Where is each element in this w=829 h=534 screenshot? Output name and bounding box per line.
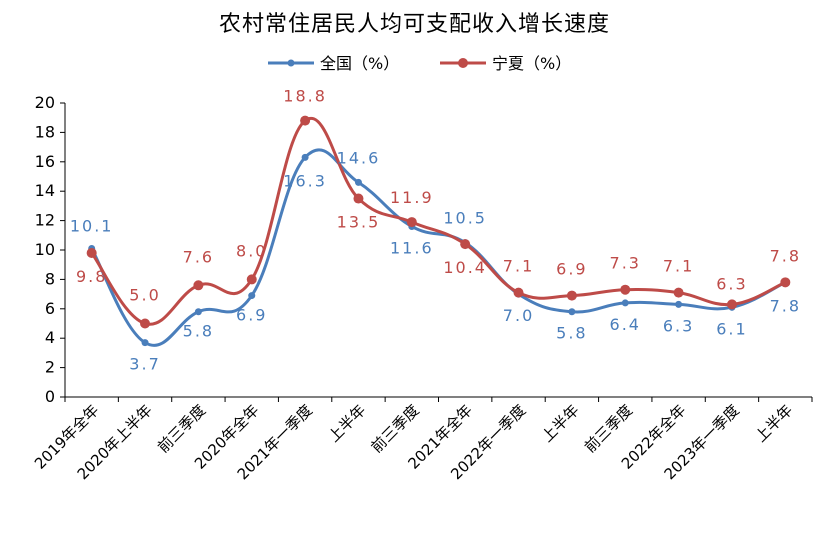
data-label: 7.3 (610, 254, 641, 273)
data-label: 6.3 (663, 316, 694, 335)
data-label: 7.1 (663, 257, 694, 276)
data-label: 6.4 (610, 315, 641, 334)
x-tick-label: 前三季度 (154, 401, 209, 456)
data-point (140, 318, 151, 329)
data-label: 11.6 (390, 238, 434, 257)
data-label: 5.8 (556, 324, 587, 343)
legend-label: 宁夏（%） (492, 54, 571, 73)
data-point (780, 277, 791, 288)
legend-marker (287, 59, 295, 67)
data-label: 7.8 (770, 246, 801, 265)
y-tick-label: 16 (35, 152, 55, 171)
data-point (568, 308, 576, 316)
data-label: 6.9 (236, 306, 267, 325)
data-label: 5.8 (183, 322, 214, 341)
data-point (246, 274, 257, 285)
data-label: 7.6 (183, 247, 214, 266)
data-label: 6.1 (716, 319, 747, 338)
data-point (460, 239, 471, 250)
data-point (194, 308, 202, 316)
data-label: 3.7 (129, 355, 160, 374)
data-label: 10.5 (443, 209, 487, 228)
data-label: 16.3 (283, 171, 327, 190)
data-point (566, 290, 577, 301)
legend-label: 全国（%） (320, 54, 399, 73)
data-point (726, 299, 737, 310)
y-tick-label: 6 (45, 299, 55, 318)
data-labels: 10.1 3.7 5.8 6.9 16.3 14.6 11.6 10.5 7.0 5.8 6.4 6.… (70, 87, 801, 374)
data-label: 6.3 (716, 274, 747, 293)
x-tick-label: 前三季度 (367, 401, 422, 456)
data-label: 18.8 (283, 87, 327, 106)
data-label: 7.1 (503, 257, 534, 276)
y-tick-label: 2 (45, 358, 55, 377)
data-label: 7.8 (770, 296, 801, 315)
data-point (353, 193, 364, 204)
y-tick-label: 12 (35, 211, 55, 230)
data-point (86, 247, 97, 258)
y-tick-label: 4 (45, 328, 55, 347)
data-point (621, 299, 629, 307)
y-tick-label: 0 (45, 387, 55, 406)
legend-marker (458, 58, 468, 68)
x-tick-label: 上半年 (752, 401, 797, 446)
legend: 全国（%） 宁夏（%） (268, 54, 571, 73)
data-point (193, 280, 204, 291)
data-label: 7.0 (503, 306, 534, 325)
data-label: 6.9 (556, 260, 587, 279)
data-point (513, 287, 524, 298)
data-label: 8.0 (236, 241, 267, 260)
x-tick-label: 上半年 (325, 401, 370, 446)
chart-title: 农村常住居民人均可支配收入增长速度 (218, 12, 610, 37)
y-tick-label: 18 (35, 122, 55, 141)
data-label: 13.5 (337, 213, 381, 232)
data-label: 14.6 (337, 148, 381, 167)
data-label: 10.4 (443, 258, 487, 277)
data-point (301, 153, 309, 161)
data-label: 11.9 (390, 188, 434, 207)
data-point (141, 339, 149, 347)
data-point (675, 300, 683, 308)
y-tick-label: 8 (45, 269, 55, 288)
y-tick-label: 14 (35, 181, 55, 200)
data-point (354, 178, 362, 186)
y-tick-label: 10 (35, 240, 55, 259)
data-point (620, 284, 631, 295)
data-label: 10.1 (70, 217, 114, 236)
data-point (406, 217, 417, 228)
x-tick-label: 前三季度 (581, 401, 636, 456)
y-tick-label: 20 (35, 93, 55, 112)
data-point (248, 292, 256, 300)
data-point (673, 287, 684, 298)
series-layer (86, 115, 791, 347)
data-label: 9.8 (76, 267, 107, 286)
data-point (300, 115, 311, 126)
data-label: 5.0 (129, 286, 160, 305)
x-tick-label: 上半年 (538, 401, 583, 446)
